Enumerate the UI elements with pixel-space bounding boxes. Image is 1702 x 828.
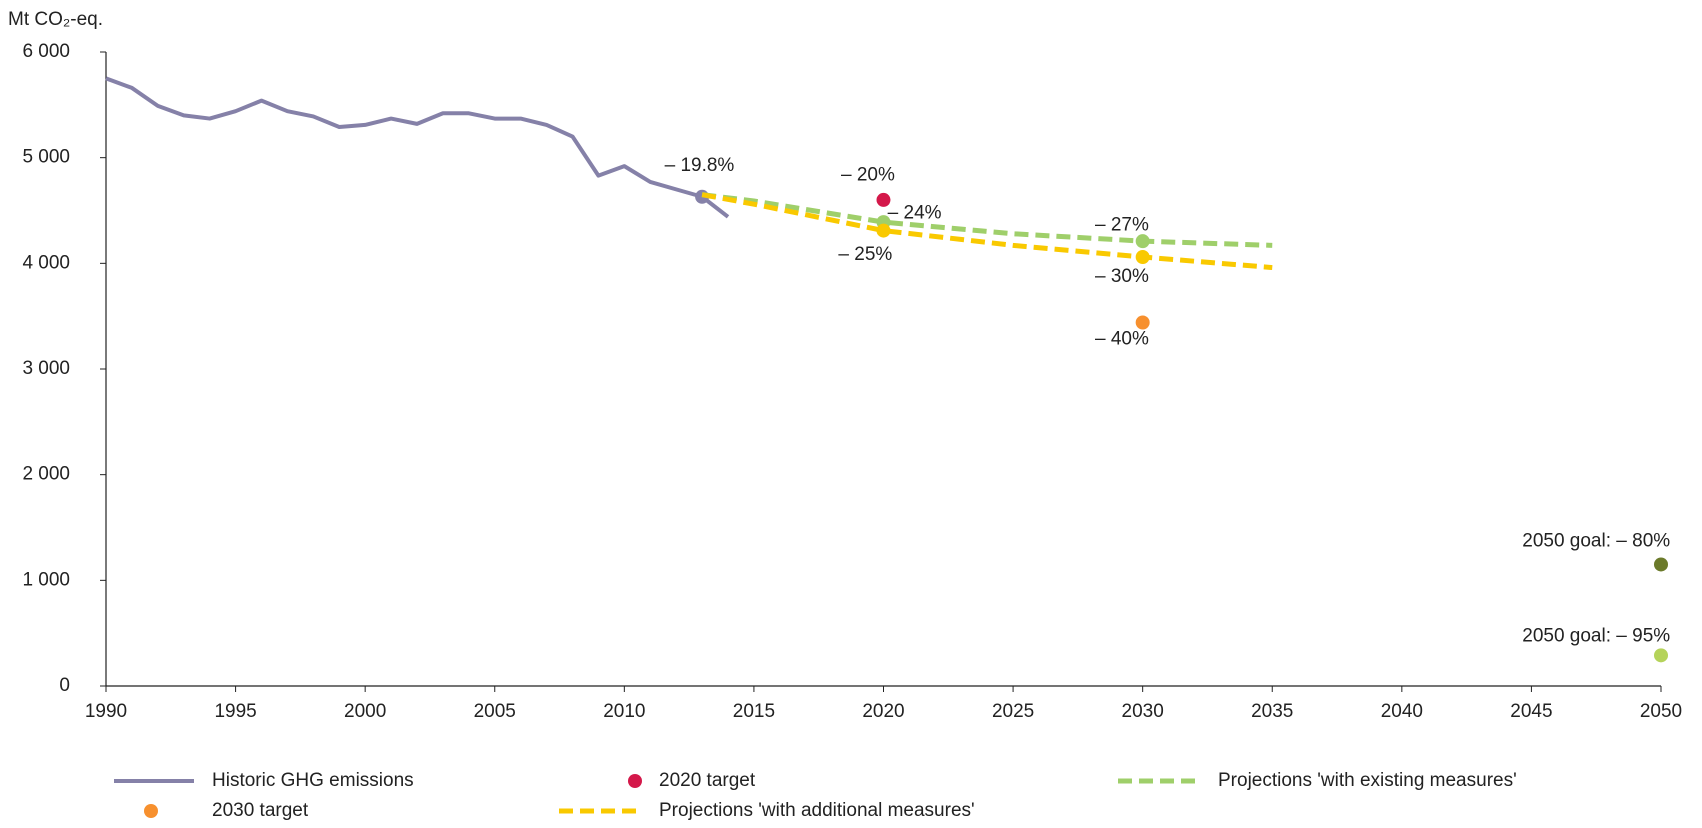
legend-label: Historic GHG emissions: [212, 770, 414, 791]
x-tick-label: 2025: [992, 701, 1034, 722]
x-tick-label: 2050: [1640, 701, 1682, 722]
annotation: 2050 goal: – 80%: [1522, 530, 1670, 551]
x-tick-label: 2010: [603, 701, 645, 722]
annotation: – 24%: [888, 203, 942, 224]
line-marker: [876, 223, 891, 238]
legend-label: Projections 'with existing measures': [1218, 770, 1517, 791]
x-tick-label: 1990: [85, 701, 127, 722]
legend-label: Projections 'with additional measures': [659, 800, 975, 821]
annotation: – 40%: [1095, 328, 1149, 349]
y-axis-label: Mt CO₂-eq.: [8, 9, 103, 30]
target-point: [1654, 557, 1668, 572]
target-point: [876, 192, 891, 207]
y-tick-label: 3 000: [22, 358, 70, 379]
line-marker: [1135, 249, 1150, 264]
annotation: – 19.8%: [665, 155, 735, 176]
x-tick-label: 2040: [1381, 701, 1423, 722]
x-tick-label: 2035: [1251, 701, 1293, 722]
target-point: [1654, 648, 1668, 663]
y-tick-label: 5 000: [22, 147, 70, 168]
annotation: – 20%: [841, 165, 895, 186]
historic-line: [105, 76, 730, 219]
annotation: – 30%: [1095, 266, 1149, 287]
x-tick-label: 2045: [1510, 701, 1552, 722]
legend-label: 2030 target: [212, 800, 309, 821]
annotation: – 27%: [1095, 214, 1149, 235]
legend-marker: [144, 804, 158, 818]
y-tick-label: 2 000: [22, 464, 70, 485]
y-tick-label: 1 000: [22, 569, 70, 590]
x-tick-label: 2005: [474, 701, 516, 722]
x-tick-label: 2030: [1122, 701, 1164, 722]
x-tick-label: 2020: [862, 701, 904, 722]
annotation: – 25%: [838, 244, 892, 265]
target-point: [1135, 315, 1150, 330]
line-marker: [1135, 234, 1150, 249]
legend-label: 2020 target: [659, 770, 756, 791]
legend-marker: [628, 774, 642, 788]
x-tick-label: 2000: [344, 701, 386, 722]
y-tick-label: 6 000: [22, 41, 70, 62]
x-tick-label: 1995: [214, 701, 256, 722]
projection-line: [701, 192, 1273, 248]
y-tick-label: 4 000: [22, 252, 70, 273]
y-tick-label: 0: [59, 675, 70, 696]
x-tick-label: 2015: [733, 701, 775, 722]
projection-line: [701, 192, 1273, 271]
annotation: 2050 goal: – 95%: [1522, 625, 1670, 646]
